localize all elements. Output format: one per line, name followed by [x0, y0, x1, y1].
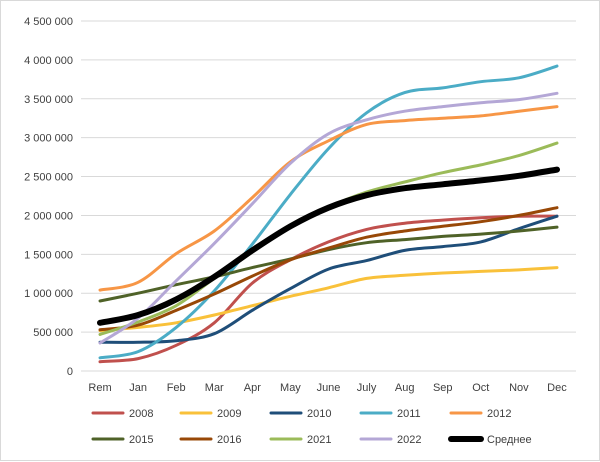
series-line-6 [98, 206, 559, 332]
x-tick-label: Nov [509, 382, 529, 394]
series-line-0 [98, 214, 559, 364]
x-axis-tick-labels: Rem Jan Feb Mar Apr May June July Aug Sep Oct Nov De… [88, 382, 567, 394]
y-tick-label: 1 000 000 [24, 288, 73, 300]
x-tick-label: Feb [167, 382, 186, 394]
y-tick-label: 500 000 [33, 327, 73, 339]
x-tick-label: Jan [129, 382, 147, 394]
x-tick-label: Aug [395, 382, 415, 394]
legend: 2008 2009 2010 2011 2012 2015 2016 2021 2022 Сред… [91, 408, 532, 446]
series-line-9 [97, 166, 560, 326]
legend-label: 2016 [217, 434, 241, 446]
legend-label: 2015 [129, 434, 153, 446]
series-line-3 [98, 64, 559, 360]
x-tick-label: Apr [244, 382, 261, 394]
legend-label: Среднее [487, 434, 532, 446]
legend-label: 2010 [307, 408, 331, 420]
series-lines [97, 64, 560, 364]
legend-label: 2009 [217, 408, 241, 420]
y-tick-label: 2 500 000 [24, 172, 73, 184]
y-tick-label: 4 000 000 [24, 55, 73, 67]
x-tick-label: Oct [472, 382, 489, 394]
y-tick-label: 3 000 000 [24, 133, 73, 145]
x-tick-label: July [357, 382, 377, 394]
legend-label: 2021 [307, 434, 331, 446]
legend-label: 2012 [487, 408, 511, 420]
legend-label: 2011 [397, 408, 421, 420]
y-axis-tick-labels: 0 500 000 1 000 000 1 500 000 2 000 000 2 500… [24, 16, 73, 378]
x-tick-label: Mar [205, 382, 224, 394]
series-line-8 [98, 91, 559, 345]
legend-label: 2008 [129, 408, 153, 420]
x-tick-label: June [317, 382, 341, 394]
x-tick-label: Sep [433, 382, 453, 394]
x-tick-label: Dec [547, 382, 567, 394]
series-line-1 [98, 266, 559, 333]
y-tick-label: 0 [67, 366, 73, 378]
x-tick-label: Rem [88, 382, 111, 394]
legend-label: 2022 [397, 434, 421, 446]
y-tick-label: 3 500 000 [24, 94, 73, 106]
x-tick-label: May [280, 382, 301, 394]
y-tick-label: 2 000 000 [24, 210, 73, 222]
series-line-2 [98, 214, 559, 344]
y-tick-label: 1 500 000 [24, 249, 73, 261]
series-line-5 [98, 225, 559, 303]
y-tick-label: 4 500 000 [24, 16, 73, 28]
series-line-4 [98, 105, 559, 292]
